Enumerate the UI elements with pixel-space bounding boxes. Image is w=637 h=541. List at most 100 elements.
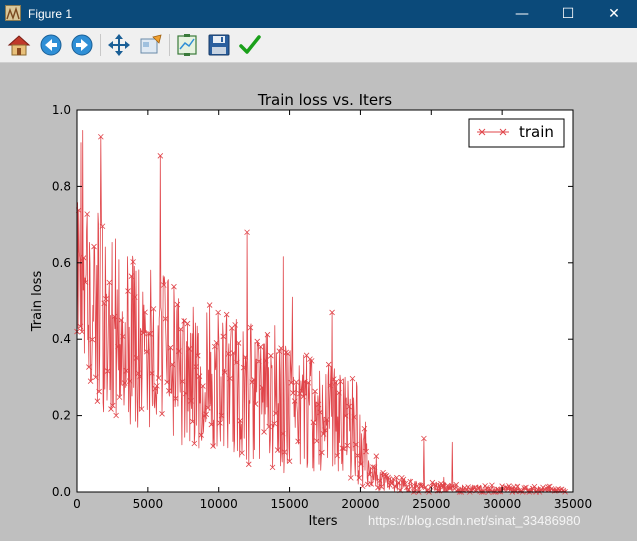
forward-icon bbox=[71, 34, 93, 56]
save-button[interactable] bbox=[206, 32, 232, 58]
data-point-marker bbox=[421, 435, 427, 442]
data-point-marker bbox=[268, 352, 274, 359]
data-point-marker bbox=[159, 411, 165, 417]
back-button[interactable] bbox=[38, 32, 64, 58]
data-point-marker bbox=[184, 320, 191, 327]
data-point-marker bbox=[177, 326, 184, 333]
data-point-marker bbox=[370, 464, 376, 470]
data-point-marker bbox=[132, 294, 138, 300]
data-point-marker bbox=[126, 378, 133, 384]
data-point-marker bbox=[218, 412, 225, 419]
data-point-marker bbox=[308, 358, 315, 364]
data-point-marker bbox=[254, 338, 261, 345]
data-point-marker bbox=[113, 412, 119, 419]
back-icon bbox=[40, 34, 62, 56]
data-point-marker bbox=[211, 343, 218, 350]
data-point-marker bbox=[91, 243, 97, 250]
data-point-marker bbox=[200, 383, 206, 389]
data-point-marker bbox=[242, 354, 249, 360]
data-point-marker bbox=[331, 376, 337, 382]
data-point-marker bbox=[329, 309, 335, 316]
data-point-marker bbox=[234, 359, 240, 366]
data-point-marker bbox=[300, 393, 306, 400]
data-point-marker bbox=[225, 351, 232, 357]
data-point-marker bbox=[191, 440, 198, 447]
home-button[interactable] bbox=[6, 32, 32, 58]
data-point-marker bbox=[227, 375, 233, 382]
data-point-marker bbox=[230, 350, 237, 356]
minimize-button[interactable]: — bbox=[515, 6, 529, 22]
data-point-marker bbox=[388, 480, 395, 487]
maximize-button[interactable]: ☐ bbox=[561, 6, 575, 22]
data-point-marker bbox=[359, 483, 366, 490]
data-point-marker bbox=[281, 449, 288, 455]
data-point-marker bbox=[382, 471, 388, 478]
data-point-marker bbox=[312, 388, 318, 395]
data-point-marker bbox=[412, 488, 419, 494]
data-point-marker bbox=[346, 403, 352, 410]
pan-button[interactable] bbox=[106, 32, 132, 58]
data-point-marker bbox=[342, 413, 349, 419]
edit-axis-button[interactable] bbox=[237, 32, 263, 58]
x-tick-label: 35000 bbox=[554, 497, 592, 511]
data-point-marker bbox=[171, 283, 177, 290]
data-point-marker bbox=[274, 447, 281, 453]
data-point-marker bbox=[302, 378, 308, 385]
data-point-marker bbox=[444, 482, 451, 489]
data-point-marker bbox=[325, 361, 332, 368]
data-point-marker bbox=[203, 411, 210, 418]
zoom-icon bbox=[140, 34, 162, 54]
subplots-button[interactable] bbox=[174, 32, 200, 58]
data-point-marker bbox=[344, 442, 351, 449]
data-point-marker bbox=[545, 484, 551, 490]
data-point-marker bbox=[402, 480, 408, 487]
data-point-marker bbox=[138, 406, 145, 412]
edit-axis-icon bbox=[239, 35, 261, 54]
data-point-marker bbox=[417, 482, 424, 489]
data-point-marker bbox=[368, 481, 374, 487]
data-point-marker bbox=[118, 317, 124, 323]
data-point-marker bbox=[121, 380, 128, 386]
close-button[interactable]: ✕ bbox=[608, 6, 620, 22]
data-point-marker bbox=[81, 255, 87, 261]
y-axis-label: Train loss bbox=[30, 271, 45, 333]
toolbar-separator bbox=[169, 34, 170, 56]
data-point-marker bbox=[298, 388, 305, 394]
data-point-marker bbox=[183, 390, 189, 397]
x-tick-label: 25000 bbox=[412, 497, 450, 511]
app-icon bbox=[5, 5, 21, 21]
forward-button[interactable] bbox=[69, 32, 95, 58]
data-point-marker bbox=[137, 373, 143, 380]
y-tick-label: 0.6 bbox=[52, 256, 71, 270]
y-tick-label: 0.8 bbox=[52, 179, 71, 193]
data-point-marker bbox=[152, 385, 159, 392]
data-point-marker bbox=[167, 344, 174, 351]
data-point-marker bbox=[223, 311, 230, 318]
data-point-marker bbox=[310, 419, 317, 426]
data-point-marker bbox=[245, 461, 252, 468]
data-point-marker bbox=[514, 483, 521, 490]
data-point-marker bbox=[164, 379, 170, 385]
zoom-button[interactable] bbox=[138, 32, 164, 58]
data-point-marker bbox=[499, 483, 505, 489]
legend: train bbox=[468, 118, 565, 148]
data-point-marker bbox=[149, 370, 155, 377]
data-point-marker bbox=[390, 476, 397, 482]
data-point-marker bbox=[376, 477, 383, 484]
data-point-marker bbox=[339, 445, 346, 452]
data-point-marker bbox=[366, 471, 373, 478]
data-point-marker bbox=[193, 363, 199, 370]
x-tick-label: 5000 bbox=[133, 497, 164, 511]
data-point-marker bbox=[313, 438, 320, 444]
data-point-marker bbox=[133, 355, 140, 361]
data-point-marker bbox=[288, 379, 295, 386]
data-point-marker bbox=[154, 383, 160, 389]
plot-frame bbox=[76, 109, 574, 493]
data-point-marker bbox=[552, 488, 558, 494]
data-point-marker bbox=[86, 364, 92, 370]
data-point-marker bbox=[489, 482, 495, 489]
data-point-marker bbox=[395, 479, 402, 486]
data-point-marker bbox=[108, 406, 114, 412]
data-point-marker bbox=[286, 458, 293, 464]
pan-icon bbox=[108, 34, 130, 56]
